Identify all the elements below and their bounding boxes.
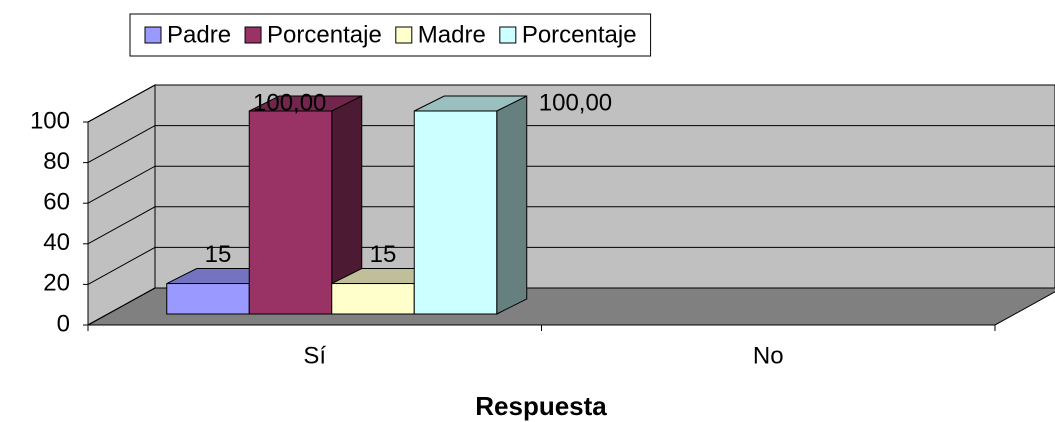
- bar-front: [248, 110, 333, 315]
- data-label: 15: [370, 241, 397, 268]
- legend-box: [129, 13, 652, 57]
- legend-swatch: [144, 26, 162, 44]
- legend-label: Madre: [418, 21, 486, 48]
- x-tick-label: Sí: [303, 342, 326, 369]
- y-tick-label: 100: [30, 107, 70, 134]
- bar-front: [331, 283, 415, 315]
- grid-line: [87, 287, 1055, 326]
- y-tick-label: 80: [43, 148, 70, 175]
- x-axis-title: Respuesta: [475, 391, 607, 421]
- y-tick-label: 60: [43, 189, 70, 216]
- y-tick-label: 0: [57, 310, 70, 337]
- bar-front: [413, 110, 498, 315]
- x-tick-label: No: [753, 342, 784, 369]
- grid-line: [87, 84, 1055, 123]
- legend-swatch: [244, 26, 262, 44]
- bar-front: [166, 283, 250, 315]
- legend-label: Padre: [167, 21, 231, 48]
- data-label: 100,00: [539, 89, 612, 116]
- grid-line: [87, 246, 1055, 285]
- legend-label: Porcentaje: [267, 21, 382, 48]
- legend: Padre Porcentaje Madre Porcentaje: [129, 13, 652, 57]
- grid-line: [87, 165, 1055, 204]
- y-tick-label: 20: [43, 270, 70, 297]
- grid-line: [87, 125, 1055, 164]
- legend-label: Porcentaje: [522, 21, 637, 48]
- grid-line: [87, 206, 1055, 245]
- y-tick-label: 40: [43, 229, 70, 256]
- bar-side: [496, 95, 528, 315]
- left-wall: [87, 84, 156, 326]
- data-label: 100,00: [253, 89, 326, 116]
- bar: [248, 95, 363, 315]
- bar: [413, 95, 528, 315]
- legend-swatch: [395, 26, 413, 44]
- data-label: 15: [205, 241, 232, 268]
- legend-swatch: [499, 26, 517, 44]
